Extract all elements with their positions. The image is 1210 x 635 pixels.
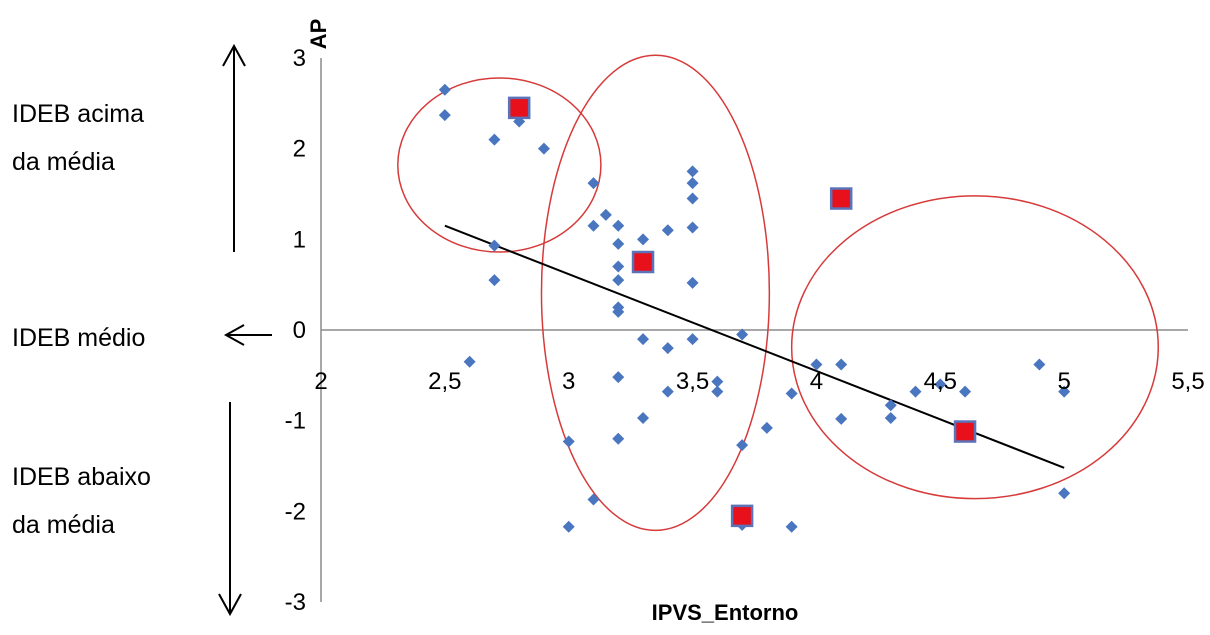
data-point [612, 219, 625, 232]
data-point [835, 412, 848, 425]
cluster-ellipse-3 [790, 195, 1160, 500]
data-point [612, 305, 625, 318]
data-point [438, 83, 451, 96]
label-below-line2: da média [12, 511, 115, 539]
data-point [1058, 385, 1071, 398]
label-above-line2: da média [12, 148, 115, 176]
data-point [835, 358, 848, 371]
highlight-point [730, 504, 754, 528]
data-point [488, 239, 501, 252]
highlight-point [829, 187, 853, 210]
data-point [661, 342, 674, 355]
data-point [760, 421, 773, 434]
data-point [537, 142, 550, 155]
data-point [686, 192, 699, 205]
x-tick-label: 3 [562, 368, 575, 395]
data-point [1058, 487, 1071, 500]
cluster-ellipse-2 [540, 54, 771, 532]
data-point [612, 260, 625, 273]
axes [320, 58, 1188, 602]
up-arrow-icon [222, 43, 246, 252]
y-axis-title: AP [306, 19, 331, 50]
label-below-line1: IDEB abaixo [12, 463, 151, 491]
highlight-point [507, 96, 531, 120]
ellipses [397, 54, 1160, 532]
x-tick-label: 3,5 [676, 368, 709, 395]
data-point [810, 358, 823, 371]
data-point [587, 177, 600, 190]
x-tick-label: 5 [1057, 368, 1070, 395]
data-point [488, 274, 501, 287]
data-points [438, 83, 1071, 533]
y-tick-label: 0 [293, 317, 306, 344]
down-arrow-icon [218, 402, 242, 617]
side-annotations: IDEB acima da média IDEB médio IDEB abai… [12, 43, 272, 617]
data-point [562, 435, 575, 448]
data-point [612, 274, 625, 287]
data-point [711, 375, 724, 388]
data-point [711, 385, 724, 398]
data-point [612, 237, 625, 250]
data-point [661, 224, 674, 237]
data-point [599, 208, 612, 221]
data-point [785, 387, 798, 400]
data-point [637, 233, 650, 246]
x-axis-title: IPVS_Entorno [652, 600, 799, 625]
data-point [736, 328, 749, 341]
data-point [612, 371, 625, 384]
highlight-point [953, 420, 977, 443]
data-point [959, 385, 972, 398]
tick-labels: 2 2,5 3 3,5 4 4,5 5 5,5 3 2 1 0 -1 -2 -3 [285, 45, 1205, 616]
data-point [785, 520, 798, 533]
x-tick-label: 2 [314, 368, 327, 395]
data-point [686, 221, 699, 234]
x-tick-label: 2,5 [428, 368, 461, 395]
x-tick-label: 4 [810, 368, 823, 395]
label-above-line1: IDEB acima [12, 100, 144, 128]
y-tick-label: -1 [285, 408, 306, 435]
data-point [637, 333, 650, 346]
data-point [686, 165, 699, 178]
y-tick-label: 2 [293, 136, 306, 163]
y-tick-label: -2 [285, 498, 306, 525]
data-point [661, 385, 674, 398]
label-middle: IDEB médio [12, 324, 145, 352]
data-point [884, 399, 897, 412]
data-point [909, 385, 922, 398]
data-point [1033, 358, 1046, 371]
data-point [488, 133, 501, 146]
left-arrow-icon [223, 324, 272, 346]
x-tick-label: 5,5 [1171, 368, 1204, 395]
data-point [686, 333, 699, 346]
x-tick-label: 4,5 [924, 368, 957, 395]
data-point [686, 276, 699, 289]
data-point [612, 432, 625, 445]
data-point [934, 378, 947, 391]
data-point [562, 520, 575, 533]
y-tick-label: 3 [293, 45, 306, 72]
y-tick-label: 1 [293, 226, 306, 253]
data-point [736, 439, 749, 452]
highlight-point [631, 250, 655, 274]
y-tick-label: -3 [285, 589, 306, 616]
data-point [637, 411, 650, 424]
data-point [438, 109, 451, 122]
data-point [686, 177, 699, 190]
data-point [587, 219, 600, 232]
data-point [463, 355, 476, 368]
data-point [587, 493, 600, 506]
data-point [884, 411, 897, 424]
cluster-ellipse-1 [397, 77, 602, 253]
